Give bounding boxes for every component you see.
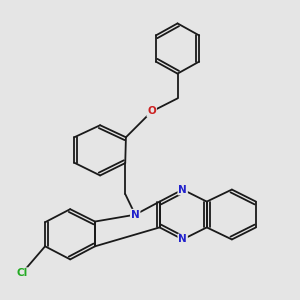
Text: Cl: Cl: [16, 268, 28, 278]
Text: N: N: [178, 234, 187, 244]
Text: O: O: [147, 106, 156, 116]
Text: N: N: [178, 184, 187, 195]
Text: N: N: [131, 210, 140, 220]
